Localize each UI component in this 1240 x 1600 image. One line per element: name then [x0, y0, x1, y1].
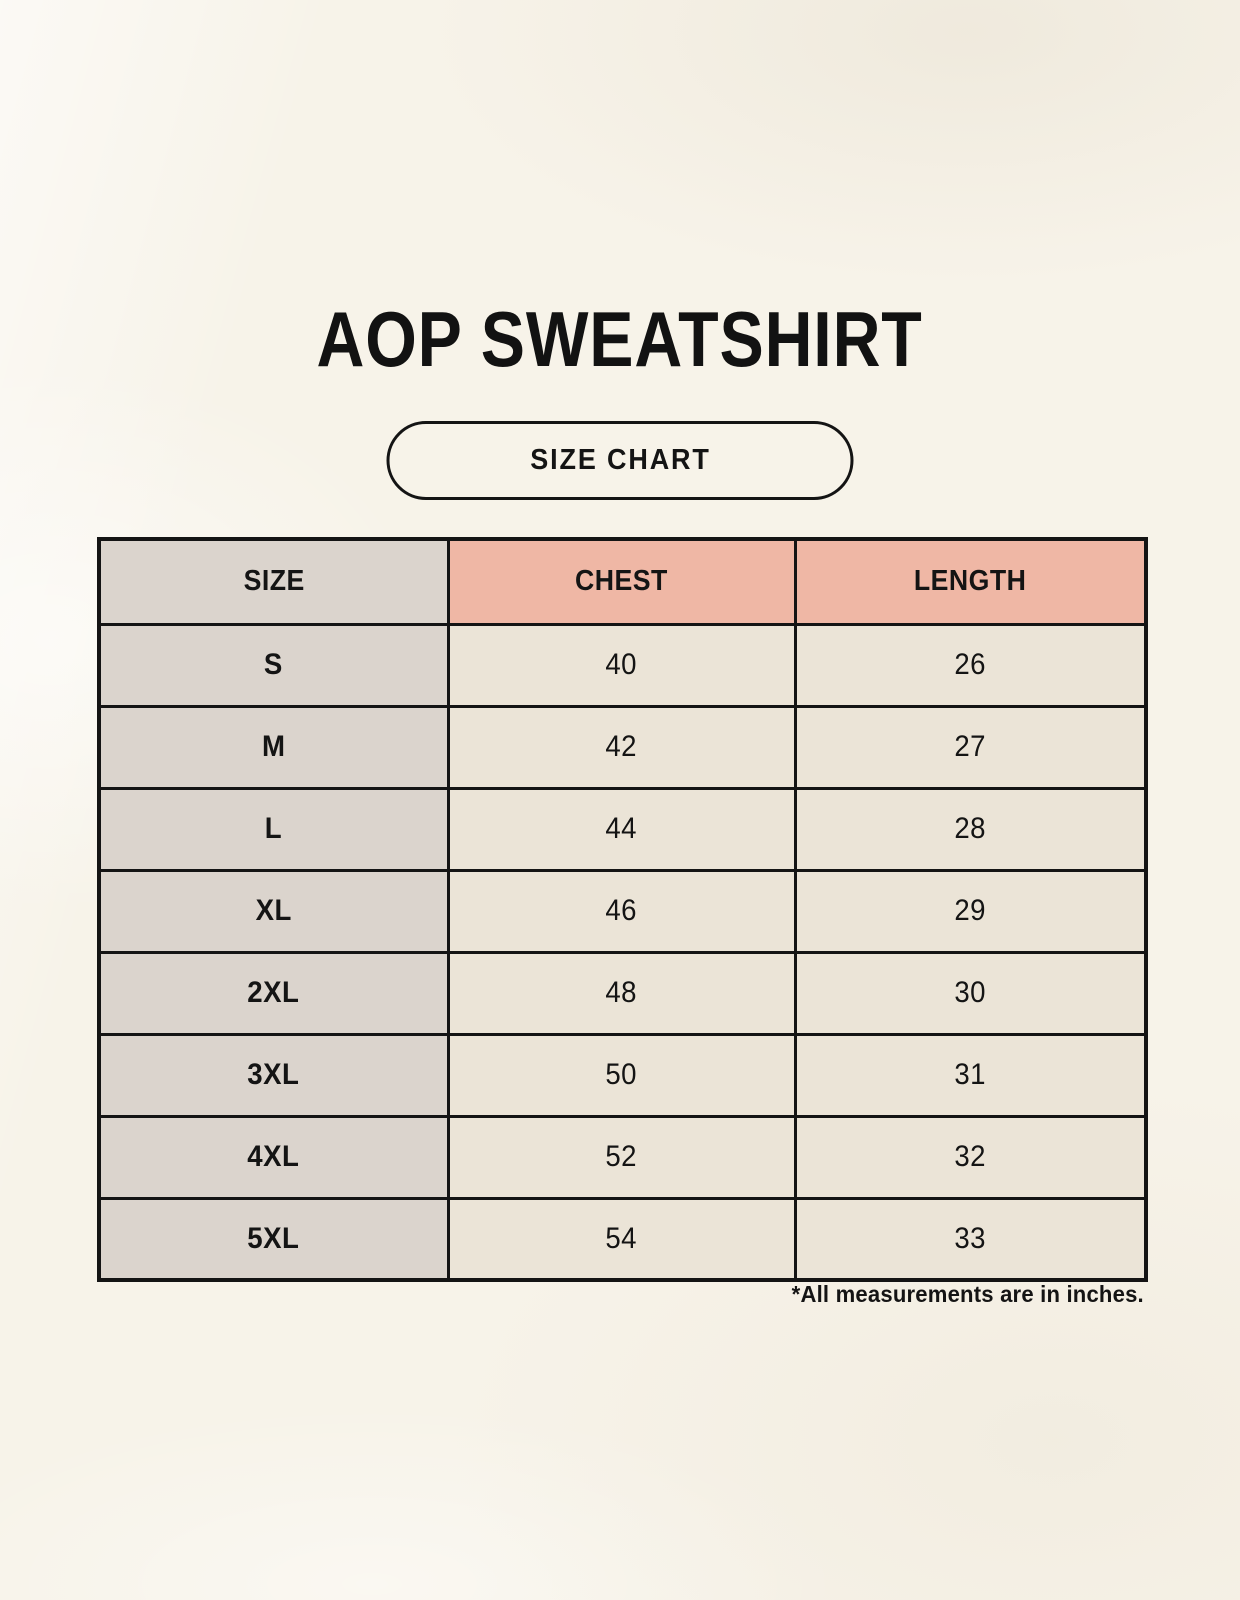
length-value-cell: 29 [793, 868, 1148, 954]
page-title: AOP SWEATSHIRT [316, 295, 924, 383]
column-header-chest: CHEST [446, 537, 797, 626]
table-row: 2XL 48 30 [97, 950, 1148, 1036]
size-label-cell: 3XL [97, 1032, 450, 1118]
chest-value-cell: 46 [446, 868, 797, 954]
length-value-cell: 32 [793, 1114, 1148, 1200]
length-value-cell: 33 [793, 1196, 1148, 1282]
length-value-cell: 30 [793, 950, 1148, 1036]
column-header-size: SIZE [97, 537, 450, 626]
size-chart-badge: SIZE CHART [386, 421, 854, 500]
size-label-cell: S [97, 622, 450, 708]
table-header-row: SIZE CHEST LENGTH [97, 537, 1148, 626]
table-row: M 42 27 [97, 704, 1148, 790]
chest-value-cell: 54 [446, 1196, 797, 1282]
chest-value-cell: 40 [446, 622, 797, 708]
table-row: 5XL 54 33 [97, 1196, 1148, 1282]
length-value-cell: 31 [793, 1032, 1148, 1118]
table-row: S 40 26 [97, 622, 1148, 708]
table-row: XL 46 29 [97, 868, 1148, 954]
chest-value-cell: 50 [446, 1032, 797, 1118]
size-label-cell: 4XL [97, 1114, 450, 1200]
size-chart-badge-label: SIZE CHART [529, 444, 711, 476]
chest-value-cell: 42 [446, 704, 797, 790]
table-row: 4XL 52 32 [97, 1114, 1148, 1200]
length-value-cell: 28 [793, 786, 1148, 872]
column-header-length: LENGTH [793, 537, 1148, 626]
size-label-cell: XL [97, 868, 450, 954]
page-title-wrap: AOP SWEATSHIRT [0, 300, 1240, 378]
size-label-cell: 2XL [97, 950, 450, 1036]
size-chart-table: SIZE CHEST LENGTH S 40 26 M 42 27 L 44 2… [97, 537, 1148, 1282]
footnote-wrap: *All measurements are in inches. [777, 1281, 1144, 1308]
size-label-cell: 5XL [97, 1196, 450, 1282]
table-row: 3XL 50 31 [97, 1032, 1148, 1118]
chest-value-cell: 44 [446, 786, 797, 872]
table-row: L 44 28 [97, 786, 1148, 872]
length-value-cell: 27 [793, 704, 1148, 790]
size-label-cell: M [97, 704, 450, 790]
chest-value-cell: 48 [446, 950, 797, 1036]
length-value-cell: 26 [793, 622, 1148, 708]
measurements-footnote: *All measurements are in inches. [791, 1281, 1144, 1307]
size-label-cell: L [97, 786, 450, 872]
chest-value-cell: 52 [446, 1114, 797, 1200]
